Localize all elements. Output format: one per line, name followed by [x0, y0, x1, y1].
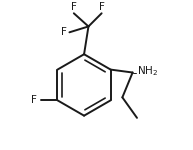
Text: F: F: [31, 95, 37, 105]
Text: F: F: [61, 27, 67, 37]
Text: F: F: [71, 2, 77, 12]
Text: F: F: [99, 2, 105, 12]
Text: NH$_2$: NH$_2$: [137, 64, 158, 78]
